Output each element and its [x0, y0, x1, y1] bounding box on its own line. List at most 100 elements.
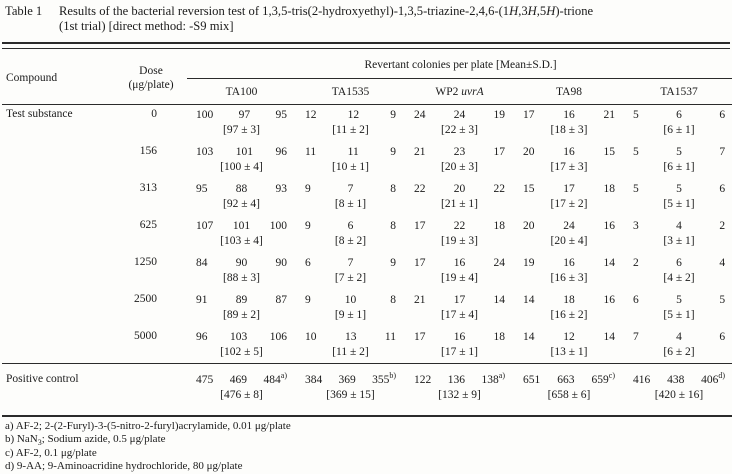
mean-sd: [22 ± 3]: [441, 124, 478, 136]
plate-counts: 20 24 16: [514, 219, 624, 234]
dose-row: Test substance 0 100 97 95 [97 ± 3] 12 12 9 [11 ±…: [2, 105, 732, 142]
mean-sd: [6 ± 1]: [663, 124, 695, 136]
plate-count: 18: [493, 219, 506, 232]
footnote-ref: d): [718, 371, 726, 381]
plate-count: 663: [557, 374, 575, 386]
plate-count: 103: [230, 330, 248, 343]
compound-label: Positive control: [2, 363, 115, 416]
mean-sd: [92 ± 4]: [223, 197, 260, 210]
strain-cell: 91 89 87 [89 ± 2]: [187, 290, 296, 327]
column-header-ta1537: TA1537: [624, 78, 732, 105]
plate-count: 87: [275, 293, 288, 306]
plate-count: 6: [305, 256, 311, 269]
plate-count: 24: [493, 256, 506, 269]
plate-count: 136: [447, 374, 466, 386]
plate-count: 24: [414, 109, 426, 121]
strain-cell: 103 101 96 [100 ± 4]: [187, 142, 296, 179]
plate-count: 15: [603, 145, 616, 158]
strain-cell: 17 22 18 [19 ± 3]: [405, 216, 514, 253]
mean-sd: [17 ± 4]: [441, 308, 478, 321]
strain-cell: 5 6 6 [6 ± 1]: [624, 105, 732, 142]
strain-cell: 14 18 16 [16 ± 2]: [514, 290, 624, 327]
plate-counts: 9 10 8: [296, 293, 405, 308]
mean-sd: [11 ± 2]: [332, 124, 369, 136]
plate-count: 8: [390, 219, 396, 232]
strain-cell: 19 16 14 [16 ± 3]: [514, 253, 624, 290]
plate-counts: 96 103 106: [187, 330, 296, 345]
plate-count: 469: [229, 374, 248, 386]
dose-value: [115, 363, 187, 416]
plate-count: 384: [305, 374, 323, 386]
footnote-c: c) AF-2, 0.1 μg/plate: [5, 446, 97, 459]
plate-count: 97: [238, 109, 251, 121]
plate-count: 93: [275, 182, 288, 195]
plate-count: 18: [563, 293, 575, 306]
plate-count: 84: [196, 256, 208, 269]
plate-counts: 5 5 7: [624, 145, 732, 160]
plate-count: 11: [347, 145, 359, 158]
plate-count: 9: [390, 109, 396, 121]
dose-row: 156 103 101 96 [100 ± 4] 11 11 9 [10 ± 1] 21 23 17 […: [2, 142, 732, 179]
plate-count: 4: [719, 256, 726, 269]
plate-count: 17: [563, 182, 575, 195]
results-table: Compound Dose (μg/plate) Revertant colon…: [2, 51, 732, 417]
table-caption: Table 1 Results of the bacterial reversi…: [2, 4, 730, 34]
plate-count: 6: [676, 256, 682, 269]
footnote-a: a) AF-2; 2-(2-Furyl)-3-(5-nitro-2-furyl)…: [5, 419, 291, 432]
plate-count: 8: [390, 182, 396, 195]
plate-count: 21: [414, 145, 426, 158]
plate-counts: 17 16 18: [405, 330, 514, 345]
plate-count: 12: [563, 330, 575, 343]
strain-cell: 14 12 14 [13 ± 1]: [514, 327, 624, 364]
strain-cell: 384 369 355b) [369 ± 15]: [296, 363, 405, 416]
column-header-dose: Dose (μg/plate): [115, 51, 187, 105]
column-header-wp2uvra: WP2 uvrA: [405, 78, 514, 105]
dose-row: 1250 84 90 90 [88 ± 3] 6 7 9 [7 ± 2] 17 16 24 [19 ± …: [2, 253, 732, 290]
plate-count: 7: [347, 182, 354, 195]
plate-counts: 91 89 87: [187, 293, 296, 308]
plate-counts: 100 97 95: [187, 108, 296, 123]
plate-count: 21: [603, 109, 616, 121]
plate-count: 16: [563, 256, 575, 269]
plate-count: 5: [719, 293, 726, 306]
plate-counts: 6 7 9: [296, 256, 405, 271]
plate-count: 90: [275, 256, 288, 269]
plate-count: 4: [676, 330, 682, 343]
footnote-ref: a): [498, 371, 505, 381]
dose-value: 2500: [134, 292, 157, 305]
plate-counts: 17 22 18: [405, 219, 514, 234]
plate-count: 5: [676, 145, 682, 158]
table-top-rule: [2, 42, 730, 49]
plate-count: 5: [633, 182, 639, 195]
table-header: Compound Dose (μg/plate) Revertant colon…: [2, 51, 732, 105]
plate-count: 9: [305, 219, 311, 232]
strain-cell: 7 4 6 [6 ± 2]: [624, 327, 732, 364]
plate-count: 2: [633, 256, 639, 269]
strain-cell: 5 5 6 [5 ± 1]: [624, 179, 732, 216]
strain-cell: 9 10 8 [9 ± 1]: [296, 290, 405, 327]
mean-sd: [17 ± 2]: [550, 197, 588, 210]
plate-count: 17: [493, 145, 506, 158]
plate-count: 19: [523, 256, 535, 269]
dose-row: 313 95 88 93 [92 ± 4] 9 7 8 [8 ± 1] 22 20 22 [21 ± 1…: [2, 179, 732, 216]
plate-counts: 651 663 659c): [514, 372, 624, 388]
mean-sd: [17 ± 3]: [550, 160, 588, 173]
table-title: Results of the bacterial reversion test …: [59, 4, 730, 34]
strain-cell: 22 20 22 [21 ± 1]: [405, 179, 514, 216]
plate-count: 95: [275, 109, 288, 121]
mean-sd: [19 ± 4]: [441, 271, 478, 284]
footnotes: a) AF-2; 2-(2-Furyl)-3-(5-nitro-2-furyl)…: [2, 420, 730, 474]
dose-row: 5000 96 103 106 [102 ± 5] 10 13 11 [11 ± 2] 17 16 1…: [2, 327, 732, 364]
plate-count: 17: [523, 109, 535, 121]
plate-count: 14: [523, 330, 535, 343]
plate-counts: 3 4 2: [624, 219, 732, 234]
plate-count: 20: [523, 219, 535, 232]
plate-count: 355b): [372, 371, 396, 386]
dose-row: 625 107 101 100 [103 ± 4] 9 6 8 [8 ± 2] 17 22 18 [19…: [2, 216, 732, 253]
mean-sd: [11 ± 2]: [332, 345, 369, 358]
mean-sd: [8 ± 2]: [334, 234, 367, 247]
plate-count: 6: [347, 219, 354, 232]
strain-cell: 6 5 5 [5 ± 1]: [624, 290, 732, 327]
plate-count: 406d): [701, 371, 726, 386]
plate-counts: 2 6 4: [624, 256, 732, 271]
